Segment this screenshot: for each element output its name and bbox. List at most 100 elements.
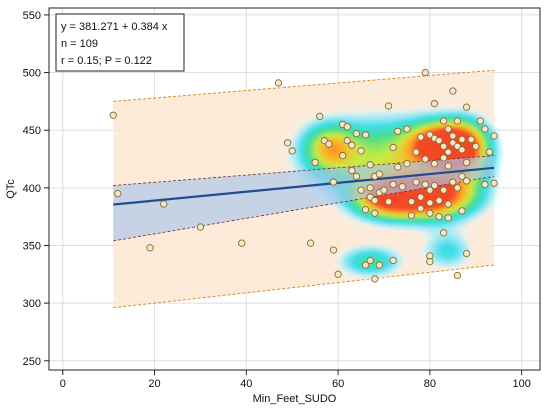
heat-cell (382, 152, 385, 155)
heat-cell (355, 257, 358, 260)
heat-cell (433, 149, 436, 152)
heat-cell (475, 134, 478, 137)
heat-cell (322, 158, 325, 161)
heat-cell (406, 143, 409, 146)
heat-cell (454, 260, 457, 263)
heat-cell (382, 113, 385, 116)
x-tick-label: 20 (148, 378, 160, 390)
heat-cell (457, 245, 460, 248)
heat-cell (301, 137, 304, 140)
heat-cell (424, 194, 427, 197)
heat-cell (355, 266, 358, 269)
heat-cell (415, 119, 418, 122)
heat-cell (463, 134, 466, 137)
heat-cell (322, 146, 325, 149)
heat-cell (448, 212, 451, 215)
heat-cell (481, 113, 484, 116)
heat-cell (403, 221, 406, 224)
heat-cell (430, 110, 433, 113)
heat-cell (337, 119, 340, 122)
data-point (458, 172, 466, 180)
heat-cell (475, 188, 478, 191)
heat-cell (394, 212, 397, 215)
heat-cell (409, 227, 412, 230)
heat-cell (448, 155, 451, 158)
heat-cell (400, 134, 403, 137)
heat-cell (478, 185, 481, 188)
heat-cell (361, 125, 364, 128)
heat-cell (361, 137, 364, 140)
heat-cell (448, 143, 451, 146)
heat-cell (463, 194, 466, 197)
heat-cell (496, 188, 499, 191)
heat-cell (316, 164, 319, 167)
heat-cell (466, 152, 469, 155)
heat-cell (385, 155, 388, 158)
heat-cell (493, 164, 496, 167)
heat-cell (442, 131, 445, 134)
heat-cell (304, 131, 307, 134)
heat-cell (385, 227, 388, 230)
heat-cell (346, 152, 349, 155)
heat-cell (337, 107, 340, 110)
heat-cell (415, 197, 418, 200)
data-point (283, 139, 292, 147)
heat-cell (343, 110, 346, 113)
heat-cell (406, 260, 409, 263)
heat-cell (457, 110, 460, 113)
heat-cell (394, 254, 397, 257)
heat-cell (451, 116, 454, 119)
heat-cell (349, 251, 352, 254)
heat-cell (406, 137, 409, 140)
heat-cell (430, 251, 433, 254)
heat-cell (367, 200, 370, 203)
heat-cell (391, 266, 394, 269)
heat-cell (499, 179, 502, 182)
heat-cell (457, 203, 460, 206)
heat-cell (451, 248, 454, 251)
heat-cell (337, 251, 340, 254)
heat-cell (487, 194, 490, 197)
heat-cell (397, 215, 400, 218)
heat-cell (406, 200, 409, 203)
heat-cell (445, 263, 448, 266)
heat-cell (295, 155, 298, 158)
heat-cell (301, 131, 304, 134)
heat-cell (391, 137, 394, 140)
heat-cell (481, 116, 484, 119)
heat-cell (442, 125, 445, 128)
heat-cell (472, 182, 475, 185)
heat-cell (472, 116, 475, 119)
heat-cell (412, 224, 415, 227)
heat-cell (391, 251, 394, 254)
heat-cell (433, 215, 436, 218)
heat-cell (460, 251, 463, 254)
heat-cell (448, 227, 451, 230)
heat-cell (388, 137, 391, 140)
heat-cell (388, 263, 391, 266)
heat-cell (349, 263, 352, 266)
heat-cell (322, 161, 325, 164)
heat-cell (367, 206, 370, 209)
heat-cell (358, 146, 361, 149)
heat-cell (493, 158, 496, 161)
heat-cell (379, 146, 382, 149)
heat-cell (322, 110, 325, 113)
heat-cell (370, 140, 373, 143)
heat-cell (439, 125, 442, 128)
heat-cell (406, 149, 409, 152)
heat-cell (343, 251, 346, 254)
heat-cell (475, 218, 478, 221)
data-point (238, 239, 246, 247)
heat-cell (436, 236, 439, 239)
heat-cell (424, 260, 427, 263)
heat-cell (424, 191, 427, 194)
heat-cell (466, 206, 469, 209)
heat-cell (331, 110, 334, 113)
heat-cell (460, 227, 463, 230)
heat-cell (307, 131, 310, 134)
heat-cell (343, 254, 346, 257)
heat-cell (499, 146, 502, 149)
heat-cell (385, 275, 388, 278)
heat-cell (397, 113, 400, 116)
